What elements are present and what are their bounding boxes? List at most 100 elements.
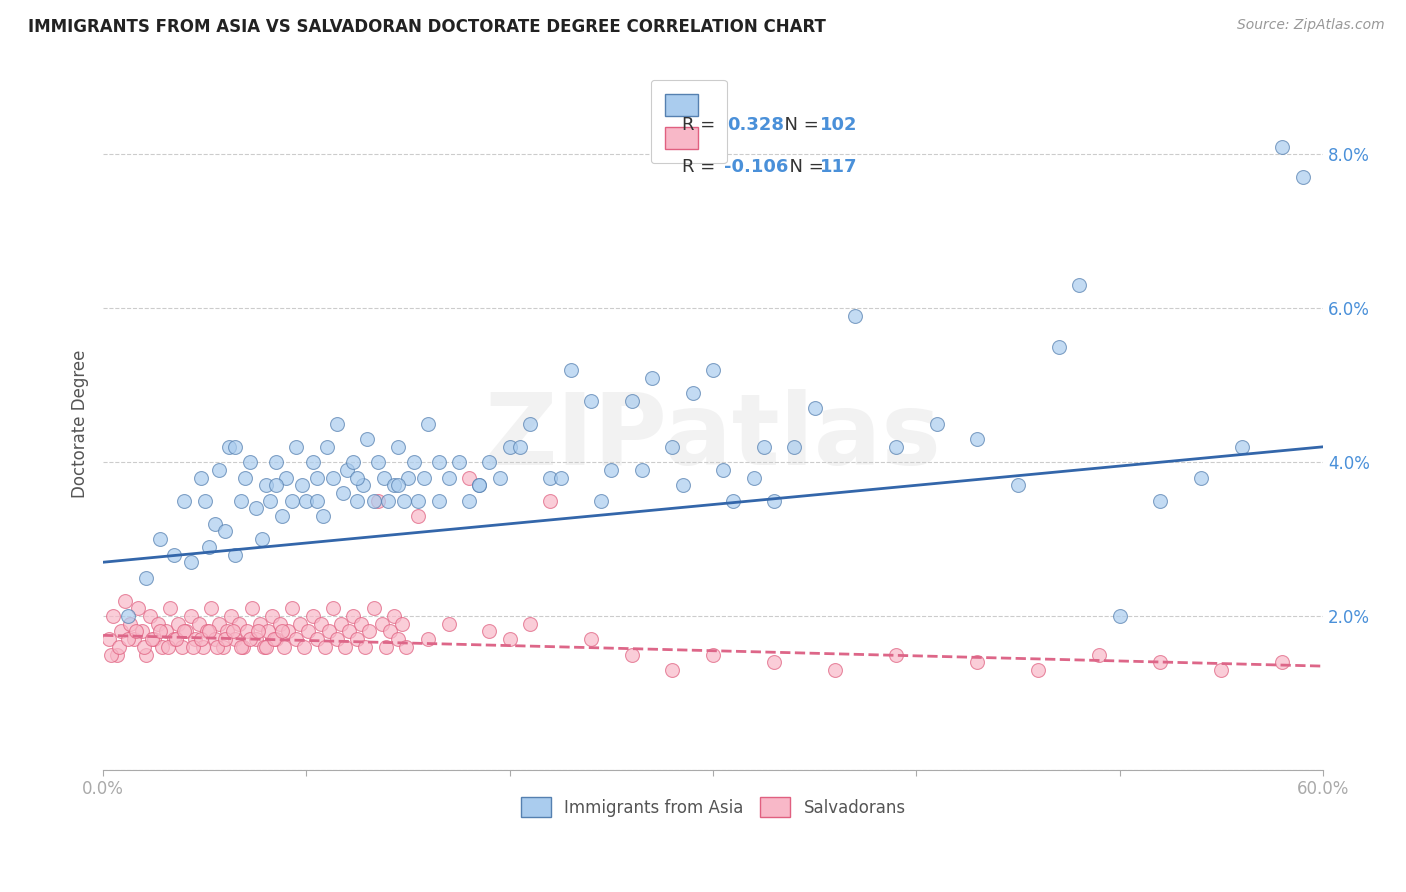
Point bbox=[488, 470, 510, 484]
Point bbox=[478, 455, 501, 469]
Text: 117: 117 bbox=[820, 158, 858, 176]
Point bbox=[105, 648, 128, 662]
Point bbox=[183, 632, 205, 647]
Point bbox=[190, 632, 212, 647]
Point bbox=[519, 417, 541, 431]
Point bbox=[392, 493, 415, 508]
Text: 102: 102 bbox=[820, 116, 858, 134]
Point bbox=[391, 616, 413, 631]
Point bbox=[305, 632, 328, 647]
Point bbox=[263, 632, 285, 647]
Point bbox=[259, 493, 281, 508]
Text: -0.106: -0.106 bbox=[724, 158, 789, 176]
Point bbox=[204, 516, 226, 531]
Legend: Immigrants from Asia, Salvadorans: Immigrants from Asia, Salvadorans bbox=[515, 790, 912, 824]
Point bbox=[337, 624, 360, 639]
Point bbox=[330, 616, 353, 631]
Point bbox=[395, 640, 418, 654]
Point bbox=[702, 363, 724, 377]
Point bbox=[468, 478, 491, 492]
Point bbox=[250, 532, 273, 546]
Point bbox=[884, 440, 907, 454]
Point bbox=[218, 440, 240, 454]
Point bbox=[249, 616, 271, 631]
Point bbox=[742, 470, 765, 484]
Text: ZIPatlas: ZIPatlas bbox=[485, 389, 942, 486]
Point bbox=[305, 493, 328, 508]
Point bbox=[1007, 478, 1029, 492]
Point bbox=[301, 455, 323, 469]
Point bbox=[236, 624, 259, 639]
Point bbox=[1028, 663, 1050, 677]
Point bbox=[342, 455, 364, 469]
Point bbox=[763, 493, 786, 508]
Point bbox=[135, 648, 157, 662]
Point bbox=[702, 648, 724, 662]
Point bbox=[231, 493, 253, 508]
Point bbox=[204, 632, 226, 647]
Point bbox=[285, 632, 308, 647]
Point bbox=[238, 455, 260, 469]
Point bbox=[332, 486, 354, 500]
Point bbox=[711, 463, 734, 477]
Point bbox=[155, 624, 177, 639]
Point bbox=[127, 601, 149, 615]
Point bbox=[271, 624, 294, 639]
Point bbox=[253, 640, 276, 654]
Point bbox=[260, 609, 283, 624]
Point bbox=[387, 440, 409, 454]
Point bbox=[173, 493, 195, 508]
Text: R =: R = bbox=[682, 158, 721, 176]
Point bbox=[269, 616, 291, 631]
Point bbox=[377, 493, 399, 508]
Point bbox=[290, 616, 312, 631]
Point bbox=[579, 393, 602, 408]
Point bbox=[468, 478, 491, 492]
Point bbox=[550, 470, 572, 484]
Point bbox=[382, 478, 405, 492]
Point bbox=[418, 417, 440, 431]
Point bbox=[173, 624, 195, 639]
Point bbox=[374, 640, 396, 654]
Point bbox=[322, 470, 344, 484]
Point bbox=[281, 601, 304, 615]
Point bbox=[427, 493, 450, 508]
Point bbox=[418, 632, 440, 647]
Point bbox=[224, 440, 246, 454]
Point bbox=[671, 478, 693, 492]
Point bbox=[661, 440, 683, 454]
Point bbox=[367, 493, 389, 508]
Point bbox=[190, 470, 212, 484]
Point bbox=[579, 632, 602, 647]
Point bbox=[224, 548, 246, 562]
Point bbox=[159, 601, 181, 615]
Point bbox=[312, 509, 335, 524]
Point bbox=[406, 493, 429, 508]
Point bbox=[100, 648, 122, 662]
Point bbox=[1271, 655, 1294, 669]
Point bbox=[509, 440, 531, 454]
Point bbox=[194, 493, 217, 508]
Point bbox=[240, 601, 263, 615]
Point bbox=[359, 624, 381, 639]
Point bbox=[763, 655, 786, 669]
Point bbox=[538, 493, 561, 508]
Point bbox=[1189, 470, 1212, 484]
Point bbox=[245, 632, 267, 647]
Point bbox=[427, 455, 450, 469]
Point bbox=[346, 493, 368, 508]
Point bbox=[346, 632, 368, 647]
Point bbox=[295, 493, 318, 508]
Point bbox=[110, 624, 132, 639]
Point bbox=[1108, 609, 1130, 624]
Point bbox=[117, 609, 139, 624]
Point bbox=[150, 640, 173, 654]
Point bbox=[661, 663, 683, 677]
Point bbox=[294, 640, 316, 654]
Point bbox=[499, 632, 522, 647]
Text: Source: ZipAtlas.com: Source: ZipAtlas.com bbox=[1237, 18, 1385, 32]
Point bbox=[1067, 278, 1090, 293]
Point bbox=[214, 524, 236, 539]
Point bbox=[333, 640, 356, 654]
Point bbox=[620, 393, 643, 408]
